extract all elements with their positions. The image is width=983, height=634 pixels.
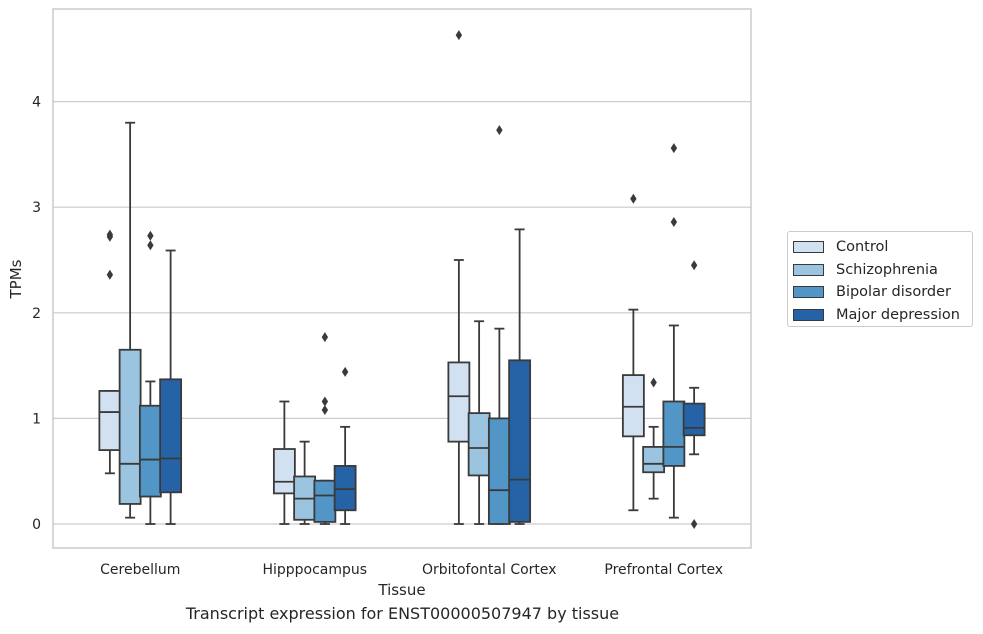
x-tick-label: Cerebellum	[100, 562, 180, 578]
box-body	[662, 400, 686, 467]
outlier-point	[106, 229, 114, 240]
box-body	[508, 359, 532, 523]
legend-item: Control	[793, 236, 972, 259]
box-major-depression	[333, 366, 357, 525]
box-body	[333, 465, 357, 512]
legend-swatch	[793, 308, 824, 321]
box-body	[272, 448, 296, 495]
outlier-point	[650, 377, 657, 388]
box-body	[642, 446, 666, 474]
box-series	[98, 30, 706, 529]
legend-label: Major depression	[836, 306, 960, 323]
y-tick-label: 4	[32, 95, 41, 111]
x-tick-label: Prefrontal Cortex	[604, 562, 723, 578]
y-tick-label: 0	[32, 517, 41, 533]
outlier-point	[455, 30, 463, 41]
outlier-point	[321, 332, 329, 343]
x-axis-label: Tissue	[377, 581, 425, 599]
legend-label: Control	[836, 239, 889, 256]
outlier-point	[496, 125, 503, 136]
y-tick-label: 1	[32, 411, 41, 427]
outlier-point	[341, 366, 349, 377]
outlier-point	[147, 240, 154, 251]
box-body	[118, 348, 142, 505]
y-axis-label: TPMs	[7, 259, 25, 299]
legend-swatch	[793, 241, 824, 254]
legend-item: Major depression	[793, 304, 972, 327]
figure-caption: Transcript expression for ENST0000050794…	[185, 604, 620, 623]
box-bipolar-disorder	[662, 143, 686, 519]
box-control	[621, 193, 645, 512]
outlier-point	[690, 260, 698, 271]
legend-item: Schizophrenia	[793, 259, 972, 282]
x-tick-label: Hipppocampus	[262, 562, 367, 578]
box-body	[682, 402, 706, 437]
box-body	[487, 417, 511, 525]
y-tick-label: 2	[32, 306, 41, 322]
box-body	[467, 412, 491, 477]
box-body	[447, 361, 471, 443]
box-body	[159, 378, 183, 494]
box-schizophrenia	[642, 377, 666, 500]
box-schizophrenia	[293, 440, 317, 525]
x-tick-labels: Cerebellum Hipppocampus Orbitofontal Corte…	[100, 562, 723, 578]
legend-item: Bipolar disorder	[793, 281, 972, 304]
legend: Control Schizophrenia Bipolar disorder Majo…	[787, 231, 973, 327]
outlier-point	[690, 519, 698, 529]
box-major-depression	[682, 260, 706, 529]
box-body	[138, 404, 162, 498]
y-tick-labels: 0 1 2 3 4	[32, 95, 41, 533]
x-tick-label: Orbitofontal Cortex	[422, 562, 557, 578]
box-body	[313, 479, 337, 523]
legend-label: Bipolar disorder	[836, 284, 951, 301]
legend-swatch	[793, 263, 824, 276]
box-schizophrenia	[467, 320, 491, 525]
box-body	[98, 390, 122, 451]
outlier-point	[670, 216, 678, 227]
legend-label: Schizophrenia	[836, 261, 938, 278]
outlier-point	[321, 404, 329, 415]
outlier-point	[670, 143, 678, 154]
box-major-depression	[159, 249, 183, 525]
box-control	[447, 30, 471, 525]
box-major-depression	[508, 228, 532, 525]
box-body	[621, 374, 645, 438]
outlier-point	[630, 193, 637, 204]
box-bipolar-disorder	[313, 332, 337, 525]
box-control	[272, 400, 296, 525]
y-tick-label: 3	[32, 200, 41, 216]
legend-swatch	[793, 286, 824, 299]
outlier-point	[321, 396, 329, 407]
outlier-point	[147, 230, 154, 241]
outlier-point	[106, 269, 114, 280]
box-schizophrenia	[118, 121, 142, 519]
